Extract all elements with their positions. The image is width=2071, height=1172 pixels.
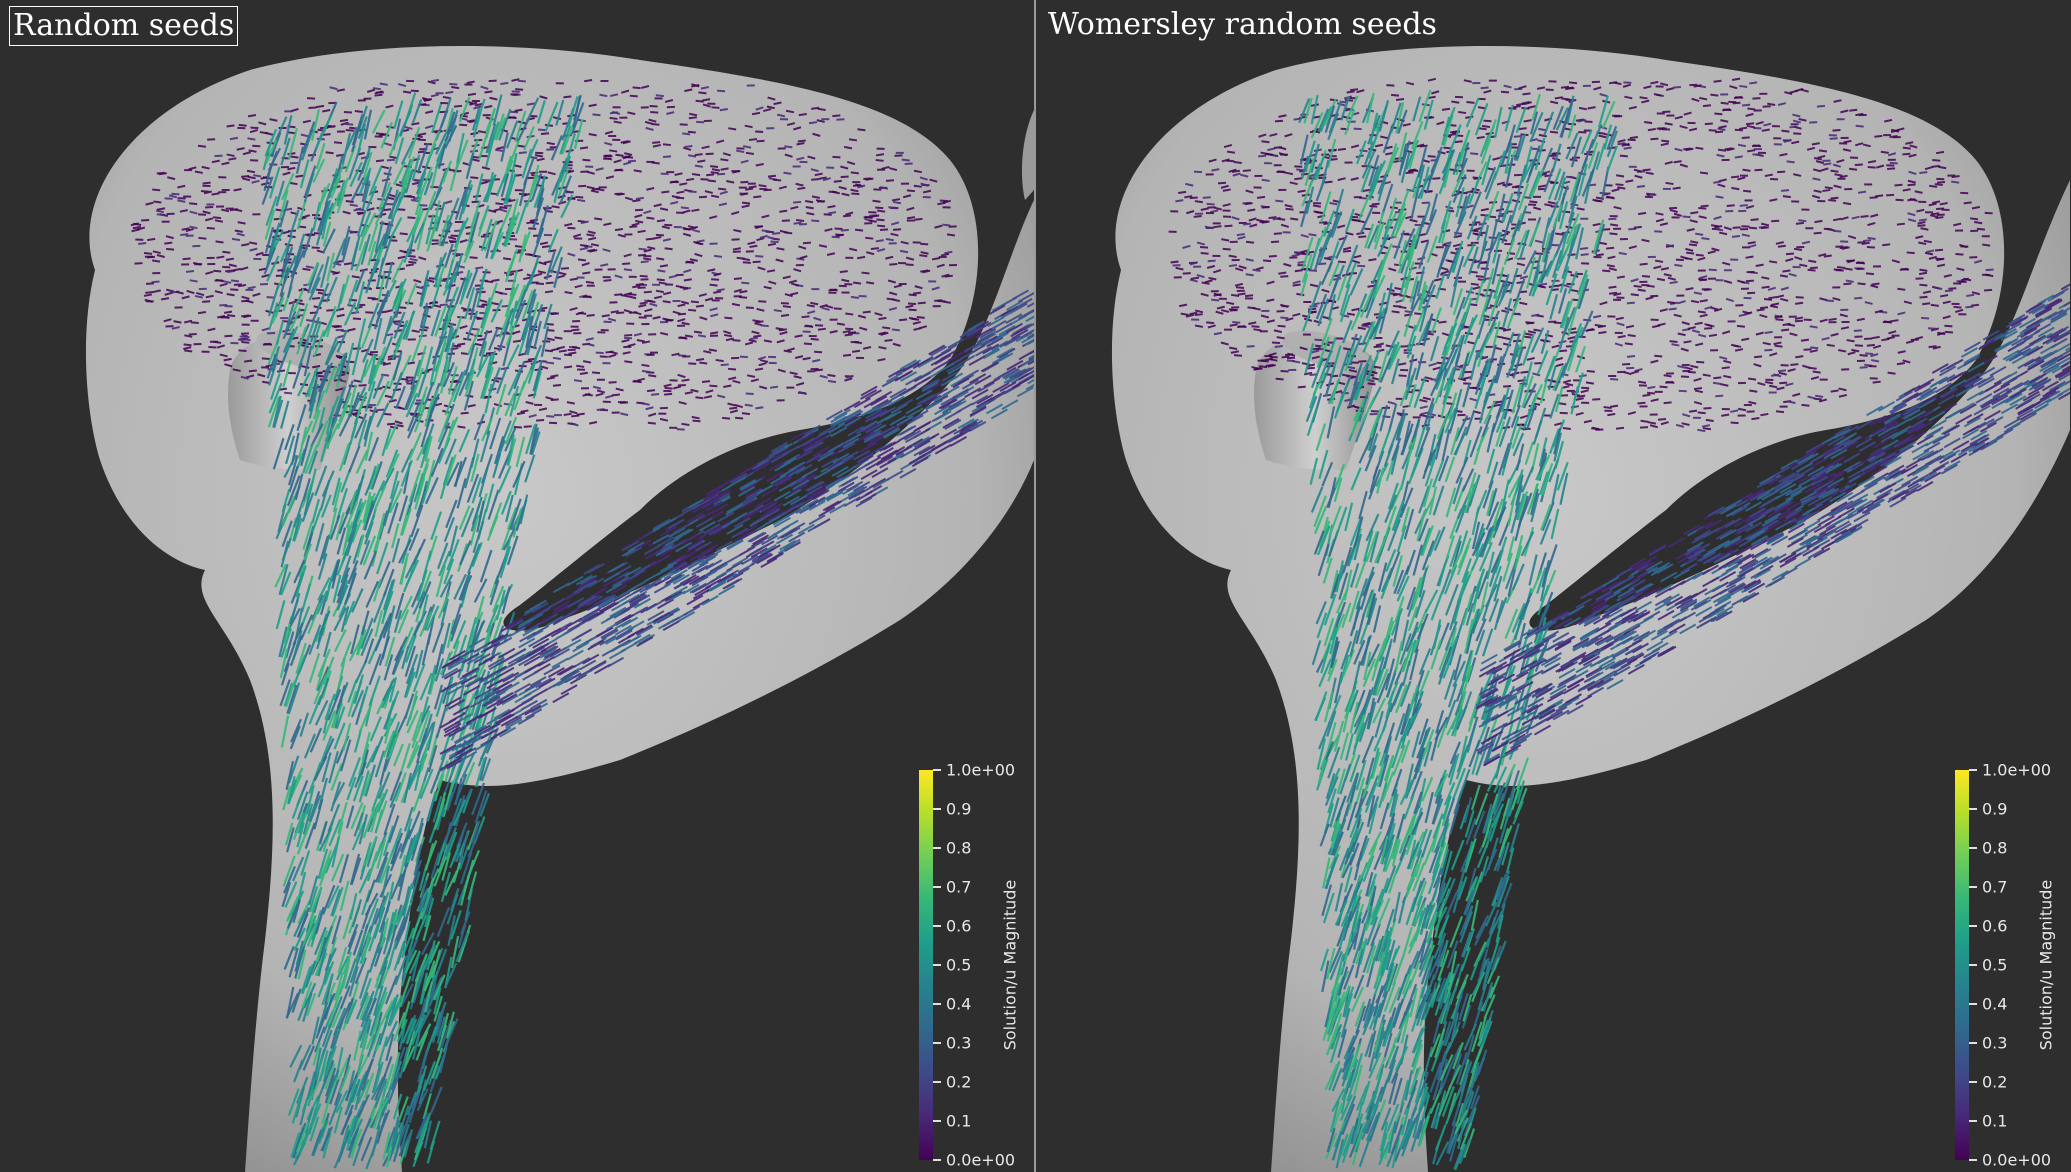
colorbar-tick: [1969, 1042, 1977, 1044]
colorbar-tick: [933, 886, 941, 888]
colorbar-tick-label: 0.2: [946, 1072, 972, 1092]
colorbar-tick: [933, 769, 941, 771]
colorbar-tick: [1969, 1120, 1977, 1122]
colorbar-title: Solution/u Magnitude: [1000, 879, 1020, 1051]
colorbar-tick: [1969, 808, 1977, 810]
vessel-surface: [1111, 46, 2070, 1172]
colorbar-tick-label: 0.6: [946, 916, 972, 936]
colorbar-tick-label: 0.8: [1982, 838, 2008, 858]
colorbar-tick: [1969, 1159, 1977, 1161]
colorbar-tick-label: 1.0e+00: [946, 760, 1016, 780]
colorbar-tick: [933, 1081, 941, 1083]
colorbar-tick-label: 0.3: [946, 1033, 972, 1053]
colorbar-tick-label: 0.4: [1982, 994, 2008, 1014]
colorbar-tick-label: 0.7: [946, 877, 972, 897]
colorbar-tick-label: 0.9: [946, 799, 972, 819]
velocity-glyphs: [130, 78, 1034, 1170]
colorbar-tick: [1969, 1081, 1977, 1083]
colorbar-tick-label: 0.5: [946, 955, 972, 975]
colorbar-tick: [933, 925, 941, 927]
vessel-scene-right[interactable]: [1036, 0, 2070, 1172]
colorbar-tick: [933, 1120, 941, 1122]
colorbar-tick-label: 0.3: [1982, 1033, 2008, 1053]
velocity-glyphs: [1168, 77, 2070, 1171]
colorbar-tick: [933, 808, 941, 810]
colorbar-tick: [1969, 769, 1977, 771]
colorbar-tick-label: 0.1: [946, 1111, 972, 1131]
color-legend: 0.0e+00 0.1 0.2 0.3 0.4 0.5 0.6 0.7 0.8 0.9 1.0e+0…: [1955, 761, 2051, 1170]
colorbar-tick-label: 0.9: [1982, 799, 2008, 819]
colorbar-tick-label: 0.1: [1982, 1111, 2008, 1131]
colorbar-tick-label: 0.8: [946, 838, 972, 858]
view-divider[interactable]: [1034, 0, 1036, 1172]
colorbar-tick-label: 0.0e+00: [946, 1150, 1016, 1170]
view-title: Womersley random seeds: [1048, 7, 1437, 42]
colorbar-tick: [933, 964, 941, 966]
colorbar-gradient: [919, 770, 933, 1160]
color-legend: 0.0e+00 0.1 0.2 0.3 0.4 0.5 0.6 0.7 0.8 0.9 1.0e+0…: [919, 761, 1015, 1170]
render-view-left[interactable]: Random seeds 0.0e+00 0.1 0.2 0.3 0.4 0.5 0.6 0.…: [0, 0, 1034, 1172]
colorbar-tick: [933, 1003, 941, 1005]
colorbar-tick: [933, 1159, 941, 1161]
colorbar-tick-label: 0.7: [1982, 877, 2008, 897]
colorbar-tick-label: 0.5: [1982, 955, 2008, 975]
vessel-scene-left[interactable]: [0, 0, 1034, 1172]
colorbar-tick: [933, 847, 941, 849]
colorbar-tick: [1969, 925, 1977, 927]
colorbar-tick-label: 0.2: [1982, 1072, 2008, 1092]
colorbar-tick: [1969, 964, 1977, 966]
colorbar-tick: [1969, 847, 1977, 849]
render-view-right[interactable]: Womersley random seeds 0.0e+00 0.1 0.2 0.3 0…: [1036, 0, 2070, 1172]
colorbar-tick-label: 0.0e+00: [1982, 1150, 2052, 1170]
view-title: Random seeds: [9, 6, 239, 46]
colorbar-tick-label: 0.6: [1982, 916, 2008, 936]
colorbar-gradient: [1955, 770, 1969, 1160]
colorbar-title: Solution/u Magnitude: [2036, 879, 2056, 1051]
colorbar-tick-label: 0.4: [946, 994, 972, 1014]
colorbar-tick: [1969, 1003, 1977, 1005]
colorbar-tick: [1969, 886, 1977, 888]
colorbar-tick-label: 1.0e+00: [1982, 760, 2052, 780]
colorbar-tick: [933, 1042, 941, 1044]
